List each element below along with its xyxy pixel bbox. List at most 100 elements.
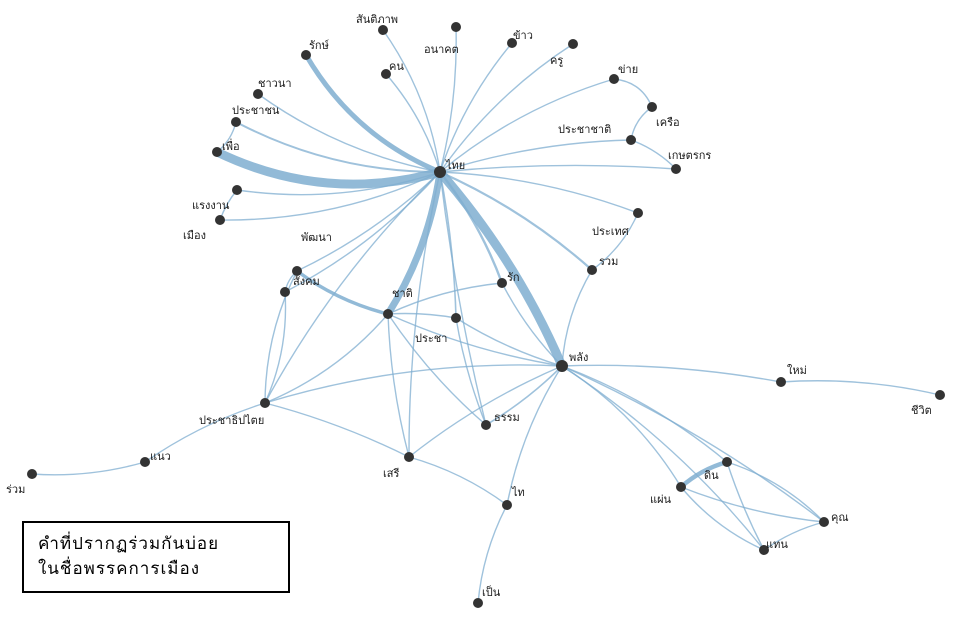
- graph-node[interactable]: [27, 469, 37, 479]
- graph-edge: [382, 29, 441, 173]
- graph-edge: [235, 121, 441, 174]
- graph-node[interactable]: [381, 69, 391, 79]
- graph-node[interactable]: [215, 215, 225, 225]
- graph-node[interactable]: [647, 102, 657, 112]
- graph-node[interactable]: [301, 50, 311, 60]
- graph-edge: [284, 171, 441, 293]
- graph-node[interactable]: [473, 598, 483, 608]
- graph-edge: [438, 170, 594, 272]
- graph-edge: [726, 461, 825, 523]
- graph-edge: [439, 171, 639, 214]
- graph-edge: [561, 365, 728, 463]
- graph-edge: [264, 364, 563, 404]
- graph-edge: [385, 73, 441, 173]
- graph-edge: [439, 164, 677, 173]
- graph-node[interactable]: [609, 74, 619, 84]
- graph-edge: [219, 171, 441, 221]
- graph-node[interactable]: [260, 398, 270, 408]
- graph-node[interactable]: [378, 25, 388, 35]
- graph-node[interactable]: [212, 147, 222, 157]
- caption-line-1: คำที่ปรากฏร่วมกันบ่อย: [38, 533, 220, 554]
- graph-edge: [630, 106, 653, 141]
- graph-edge: [264, 313, 389, 404]
- graph-node[interactable]: [140, 457, 150, 467]
- graph-node[interactable]: [507, 38, 517, 48]
- graph-edge: [31, 461, 146, 476]
- graph-edge: [439, 26, 457, 173]
- graph-node[interactable]: [383, 309, 393, 319]
- graph-edge: [455, 317, 487, 426]
- graph-edge: [408, 365, 563, 458]
- graph-edge: [295, 269, 390, 316]
- graph-node[interactable]: [626, 135, 636, 145]
- graph-edge: [561, 365, 765, 551]
- graph-edge: [264, 291, 287, 404]
- graph-edge: [485, 365, 563, 426]
- graph-node[interactable]: [776, 377, 786, 387]
- graph-node[interactable]: [502, 500, 512, 510]
- graph-edge: [384, 168, 444, 318]
- graph-edge: [219, 189, 238, 221]
- graph-edge: [455, 317, 563, 367]
- graph-edge: [387, 312, 457, 319]
- graph-node[interactable]: [819, 517, 829, 527]
- graph-edge: [561, 364, 782, 383]
- graph-node[interactable]: [587, 265, 597, 275]
- graph-edge: [763, 521, 825, 551]
- graph-node[interactable]: [253, 89, 263, 99]
- graph-node[interactable]: [722, 457, 732, 467]
- graph-node[interactable]: [935, 390, 945, 400]
- graph-node[interactable]: [556, 360, 568, 372]
- graph-edge: [435, 167, 567, 371]
- graph-node[interactable]: [671, 164, 681, 174]
- graph-node[interactable]: [633, 208, 643, 218]
- graph-edge: [561, 365, 825, 523]
- graph-edge: [613, 78, 653, 108]
- graph-node[interactable]: [292, 266, 302, 276]
- graph-node[interactable]: [232, 185, 242, 195]
- graph-edge: [303, 52, 443, 175]
- caption-line-2: ในชื่อพรรคการเมือง: [38, 559, 201, 579]
- graph-edge: [264, 171, 441, 404]
- graph-edge: [387, 282, 503, 315]
- graph-edge: [561, 365, 682, 488]
- graph-edge: [212, 147, 445, 189]
- graph-node[interactable]: [404, 452, 414, 462]
- graph-edge: [506, 365, 563, 506]
- graph-edge: [236, 171, 441, 196]
- graph-edge: [630, 139, 677, 170]
- graph-edge: [387, 313, 410, 458]
- graph-node[interactable]: [451, 22, 461, 32]
- graph-edge: [439, 78, 615, 173]
- graph-edge: [387, 313, 563, 367]
- graph-edge: [780, 380, 941, 396]
- graph-edge: [144, 402, 266, 463]
- graph-node[interactable]: [759, 545, 769, 555]
- graph-edge: [477, 504, 508, 604]
- graph-edge: [257, 93, 441, 173]
- graph-edge: [561, 269, 593, 367]
- graph-edge: [680, 486, 765, 551]
- graph-edge: [591, 212, 639, 271]
- graph-edge: [439, 171, 457, 319]
- graph-edge: [439, 42, 513, 173]
- graph-edge: [216, 121, 237, 153]
- graph-node[interactable]: [481, 420, 491, 430]
- graph-edge: [264, 270, 298, 404]
- graph-node[interactable]: [676, 482, 686, 492]
- graph-edge: [296, 171, 441, 272]
- graph-node[interactable]: [434, 166, 446, 178]
- graph-node[interactable]: [497, 278, 507, 288]
- graph-edge: [439, 171, 487, 426]
- graph-node[interactable]: [231, 117, 241, 127]
- graph-edge: [726, 461, 765, 551]
- graph-edge: [408, 456, 508, 506]
- graph-edge: [387, 313, 487, 426]
- graph-node[interactable]: [280, 287, 290, 297]
- graph-edge: [439, 139, 632, 173]
- graph-node[interactable]: [451, 313, 461, 323]
- graph-edge: [439, 43, 574, 173]
- graph-node[interactable]: [568, 39, 578, 49]
